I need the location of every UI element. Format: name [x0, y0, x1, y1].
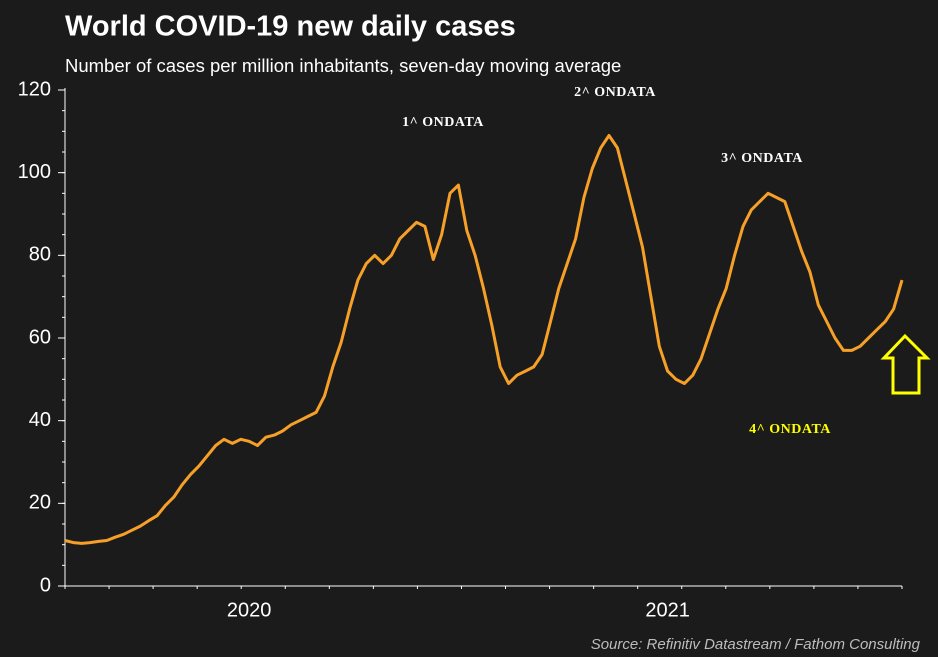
y-tick-label: 80: [29, 244, 51, 266]
chart-title: World COVID-19 new daily cases: [65, 11, 516, 43]
annotation: 1^ ONDATA: [402, 115, 484, 130]
y-tick-label: 120: [18, 78, 51, 100]
y-tick-label: 60: [29, 326, 51, 348]
y-tick-label: 40: [29, 409, 51, 431]
x-tick-label: 2021: [645, 599, 690, 621]
y-tick-label: 20: [29, 492, 51, 514]
source: Source: Refinitiv Datastream / Fathom Co…: [591, 636, 921, 653]
annotation: 4^ ONDATA: [749, 422, 831, 437]
y-tick-label: 100: [18, 161, 51, 183]
annotation: 3^ ONDATA: [721, 151, 803, 166]
data-line: [64, 134, 904, 545]
annotation: 2^ ONDATA: [574, 85, 656, 100]
chart-subtitle: Number of cases per million inhabitants,…: [65, 55, 621, 76]
y-tick-label: 0: [40, 574, 51, 596]
arrow-up: [880, 333, 931, 395]
x-tick-label: 2020: [227, 599, 272, 621]
